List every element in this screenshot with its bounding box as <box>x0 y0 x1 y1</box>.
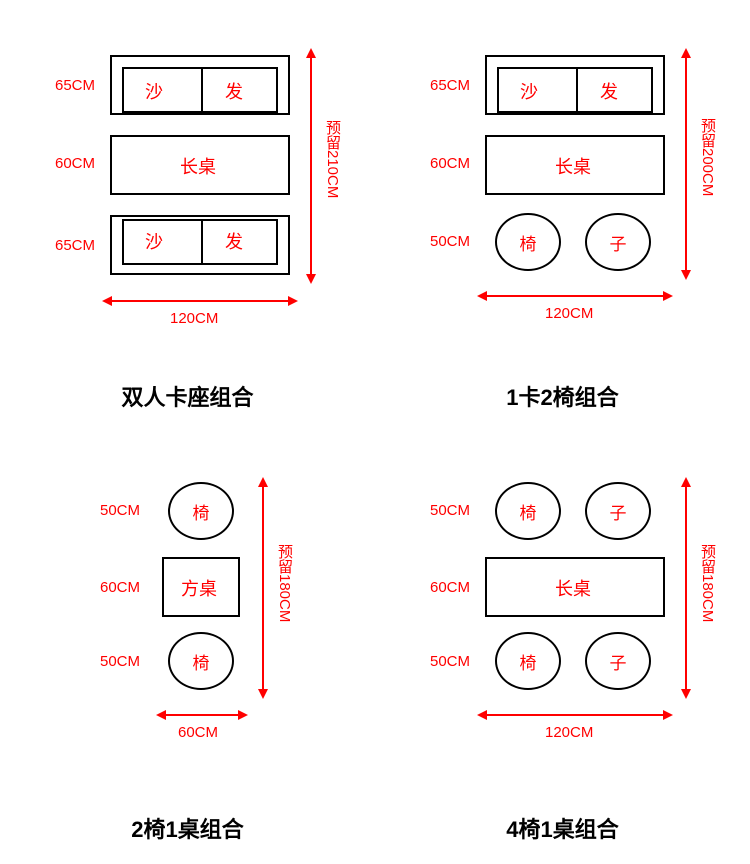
chair: 椅 <box>168 632 234 690</box>
chair: 子 <box>585 213 651 271</box>
dim-label: 65CM <box>55 77 95 94</box>
arrow-head <box>663 710 673 720</box>
chair-label: 椅 <box>193 499 210 524</box>
layout-3: 椅 方桌 椅 50CM 60CM 50CM 60CM 预留180CM 2椅1桌组… <box>0 432 375 864</box>
dim-label: 50CM <box>430 233 470 250</box>
dim-label: 50CM <box>430 653 470 670</box>
chair-label: 椅 <box>520 230 537 255</box>
chair-label: 子 <box>610 649 627 674</box>
width-arrow <box>112 300 288 302</box>
width-arrow <box>487 295 663 297</box>
layout-title: 双人卡座组合 <box>0 380 375 412</box>
layout-1: 沙 发 长桌 沙 发 65CM 60CM 65CM 120CM 预留210CM … <box>0 0 375 432</box>
layout-title: 4椅1桌组合 <box>375 812 750 844</box>
table-label: 长桌 <box>555 575 591 601</box>
width-arrow <box>487 714 663 716</box>
dim-label: 50CM <box>100 502 140 519</box>
dim-label: 50CM <box>100 653 140 670</box>
table-label: 方桌 <box>181 575 217 601</box>
dim-label: 65CM <box>55 237 95 254</box>
width-label: 120CM <box>545 305 593 322</box>
sofa-top <box>110 55 290 115</box>
height-arrow <box>310 58 312 274</box>
arrow-head <box>258 477 268 487</box>
sofa-top <box>485 55 665 115</box>
width-label: 60CM <box>178 724 218 741</box>
chair: 椅 <box>495 213 561 271</box>
sofa-label: 沙 <box>145 78 163 104</box>
dim-label: 65CM <box>430 77 470 94</box>
arrow-head <box>681 689 691 699</box>
arrow-head <box>102 296 112 306</box>
arrow-head <box>681 477 691 487</box>
sofa-divider <box>576 69 578 111</box>
height-label: 预留200CM <box>697 118 718 196</box>
arrow-head <box>156 710 166 720</box>
arrow-head <box>681 270 691 280</box>
arrow-head <box>258 689 268 699</box>
arrow-head <box>238 710 248 720</box>
height-arrow <box>262 487 264 689</box>
chair-label: 椅 <box>520 649 537 674</box>
arrow-head <box>477 291 487 301</box>
sofa-label: 发 <box>600 78 618 104</box>
arrow-head <box>306 274 316 284</box>
height-label: 预留180CM <box>274 544 295 622</box>
width-arrow <box>166 714 238 716</box>
chair-label: 子 <box>610 499 627 524</box>
chair-label: 椅 <box>520 499 537 524</box>
dim-label: 60CM <box>55 155 95 172</box>
dim-label: 60CM <box>100 579 140 596</box>
sofa-label: 沙 <box>145 228 163 254</box>
chair-label: 椅 <box>193 649 210 674</box>
layout-2: 沙 发 长桌 椅 子 65CM 60CM 50CM 120CM 预留200CM … <box>375 0 750 432</box>
arrow-head <box>663 291 673 301</box>
sofa-divider <box>201 221 203 263</box>
width-label: 120CM <box>545 724 593 741</box>
arrow-head <box>306 48 316 58</box>
height-label: 预留210CM <box>322 120 343 198</box>
layout-title: 2椅1桌组合 <box>0 812 375 844</box>
chair: 子 <box>585 632 651 690</box>
sofa-divider <box>201 69 203 111</box>
width-label: 120CM <box>170 310 218 327</box>
table-label: 长桌 <box>180 153 216 179</box>
chair: 椅 <box>495 632 561 690</box>
layout-title: 1卡2椅组合 <box>375 380 750 412</box>
table-label: 长桌 <box>555 153 591 179</box>
arrow-head <box>288 296 298 306</box>
height-arrow <box>685 487 687 689</box>
dim-label: 60CM <box>430 155 470 172</box>
sofa-label: 发 <box>225 78 243 104</box>
chair: 子 <box>585 482 651 540</box>
sofa-bottom <box>110 215 290 275</box>
dim-label: 50CM <box>430 502 470 519</box>
chair-label: 子 <box>610 230 627 255</box>
dim-label: 60CM <box>430 579 470 596</box>
sofa-label: 沙 <box>520 78 538 104</box>
arrow-head <box>681 48 691 58</box>
arrow-head <box>477 710 487 720</box>
height-arrow <box>685 58 687 270</box>
chair: 椅 <box>168 482 234 540</box>
layout-4: 椅 子 长桌 椅 子 50CM 60CM 50CM 120CM 预留180CM … <box>375 432 750 864</box>
height-label: 预留180CM <box>697 544 718 622</box>
sofa-label: 发 <box>225 228 243 254</box>
diagram-grid: 沙 发 长桌 沙 发 65CM 60CM 65CM 120CM 预留210CM … <box>0 0 750 864</box>
chair: 椅 <box>495 482 561 540</box>
